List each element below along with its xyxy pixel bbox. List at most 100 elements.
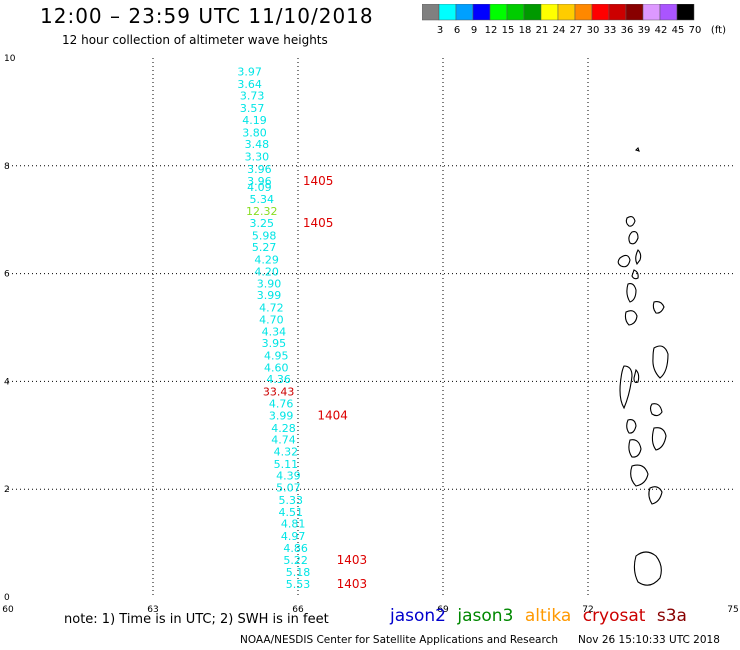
island-outline xyxy=(617,254,631,268)
wave-height-label: 5.98 xyxy=(252,229,277,242)
pass-time-label: 1405 xyxy=(303,174,334,188)
wave-height-label: 3.57 xyxy=(240,102,265,115)
graticule xyxy=(8,58,733,597)
wave-height-label: 4.28 xyxy=(271,422,296,435)
colorbar-swatch xyxy=(676,4,695,21)
longitude-tick-label: 63 xyxy=(147,605,158,615)
latitude-tick-label: 10 xyxy=(4,54,16,64)
wave-height-label: 4.72 xyxy=(259,302,284,315)
wave-height-label: 4.32 xyxy=(274,445,299,458)
colorbar-label: 36 xyxy=(621,25,634,36)
colorbar-label: 33 xyxy=(604,25,617,36)
island-outline xyxy=(649,403,663,417)
wave-height-label: 4.09 xyxy=(247,181,272,194)
wave-height-label: 4.34 xyxy=(262,325,287,338)
wave-height-label: 3.80 xyxy=(242,126,267,139)
longitude-tick-label: 60 xyxy=(2,605,14,615)
colorbar-label: 30 xyxy=(587,25,600,36)
island-outline xyxy=(628,439,642,458)
wave-height-label: 3.64 xyxy=(237,78,262,91)
pass-time-label: 1405 xyxy=(303,216,334,230)
island-outline xyxy=(648,486,663,505)
wave-height-label: 5.53 xyxy=(286,578,311,591)
island-outline xyxy=(633,368,640,384)
colorbar-label: 70 xyxy=(689,25,702,36)
footer-note: note: 1) Time is in UTC; 2) SWH is in fe… xyxy=(64,612,329,627)
island-outline xyxy=(634,146,640,152)
latitude-tick-label: 6 xyxy=(4,270,10,280)
legend-jason2: jason2 xyxy=(390,606,446,626)
wave-height-label: 4.60 xyxy=(264,361,289,374)
wave-height-label: 4.39 xyxy=(276,470,301,483)
legend-altika: altika xyxy=(524,606,572,626)
island-outline xyxy=(652,345,669,379)
wave-height-label: 3.25 xyxy=(250,217,275,230)
wave-height-label: 4.70 xyxy=(259,313,284,326)
longitude-tick-label: 72 xyxy=(582,605,593,615)
wave-height-label: 4.81 xyxy=(281,518,306,531)
wave-height-label: 3.73 xyxy=(240,90,265,103)
pass-time-labels: 1405 1405 1404 1403 1403 xyxy=(303,174,367,591)
pass-time-label: 1403 xyxy=(337,577,368,591)
wave-height-observations: 3.973.643.733.574.193.803.483.303.963.96… xyxy=(237,65,310,591)
wave-height-label: 4.36 xyxy=(266,373,291,386)
pass-time-label: 1404 xyxy=(317,408,348,422)
latitude-tick-label: 8 xyxy=(4,162,10,172)
wave-height-label: 3.48 xyxy=(245,138,270,151)
map-title: 12:00 – 23:59 UTC 11/10/2018 xyxy=(40,4,374,28)
wave-height-label: 3.97 xyxy=(237,65,262,78)
colorbar-label: 24 xyxy=(553,25,566,36)
wave-height-label: 5.33 xyxy=(279,494,304,507)
colorbar-label: 3 xyxy=(437,25,443,36)
island-outline xyxy=(625,216,636,227)
colorbar-label: 42 xyxy=(655,25,668,36)
legend-s3a: s3a xyxy=(656,606,687,626)
wave-height-label: 4.76 xyxy=(269,397,294,410)
island-outline xyxy=(626,419,637,434)
colorbar-label: 21 xyxy=(536,25,549,36)
island-outline xyxy=(619,365,633,410)
legend-cryosat: cryosat xyxy=(582,606,646,626)
wave-height-label: 4.51 xyxy=(279,506,304,519)
wave-height-label: 12.32 xyxy=(246,205,278,218)
pass-time-label: 1403 xyxy=(337,553,368,567)
colorbar-label: 39 xyxy=(638,25,651,36)
wave-height-label: 3.99 xyxy=(257,289,282,302)
axis-tick-labels: 60 63 66 69 72 75 0 2 4 6 8 10 xyxy=(2,54,738,615)
wave-height-label: 3.90 xyxy=(257,277,282,290)
wave-height-label: 4.95 xyxy=(264,350,289,363)
wave-height-label: 3.96 xyxy=(247,163,272,176)
wave-height-label: 4.97 xyxy=(281,530,306,543)
wave-height-label: 4.20 xyxy=(254,265,279,278)
wave-height-label: 3.30 xyxy=(245,151,270,164)
wave-height-label: 33.43 xyxy=(263,386,295,399)
colorbar-label: 18 xyxy=(519,25,532,36)
wave-height-label: 3.95 xyxy=(262,337,287,350)
maldives-coastline xyxy=(617,146,669,586)
longitude-tick-label: 66 xyxy=(292,605,304,615)
colorbar-label: 15 xyxy=(502,25,515,36)
wave-height-label: 5.27 xyxy=(252,241,277,254)
longitude-tick-label: 75 xyxy=(727,605,738,615)
colorbar-label: 9 xyxy=(471,25,477,36)
wave-height-label: 3.99 xyxy=(269,409,294,422)
wave-height-label: 5.34 xyxy=(250,193,275,206)
wave-height-label: 5.18 xyxy=(286,566,311,579)
wave-height-label: 3.96 xyxy=(247,175,272,188)
wave-height-label: 4.19 xyxy=(242,114,267,127)
longitude-tick-label: 69 xyxy=(437,605,449,615)
wave-height-label: 5.07 xyxy=(276,482,301,495)
latitude-tick-label: 2 xyxy=(4,485,10,495)
island-outline xyxy=(628,231,639,245)
island-outline xyxy=(651,427,667,451)
generation-timestamp: Nov 26 15:10:33 UTC 2018 xyxy=(578,634,720,646)
colorbar-label: 12 xyxy=(485,25,498,36)
latitude-tick-label: 4 xyxy=(4,377,10,387)
colorbar-label: 45 xyxy=(672,25,685,36)
island-outline xyxy=(626,283,637,303)
island-outline xyxy=(631,269,639,280)
wave-height-colorbar: 3 6 9 12 15 18 21 24 27 30 33 36 39 42 45 70 (ft) xyxy=(422,4,726,36)
legend-jason3: jason3 xyxy=(457,606,514,626)
island-outline xyxy=(630,464,649,487)
